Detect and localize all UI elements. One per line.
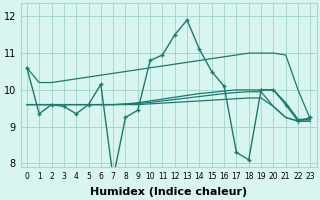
X-axis label: Humidex (Indice chaleur): Humidex (Indice chaleur) bbox=[90, 187, 247, 197]
